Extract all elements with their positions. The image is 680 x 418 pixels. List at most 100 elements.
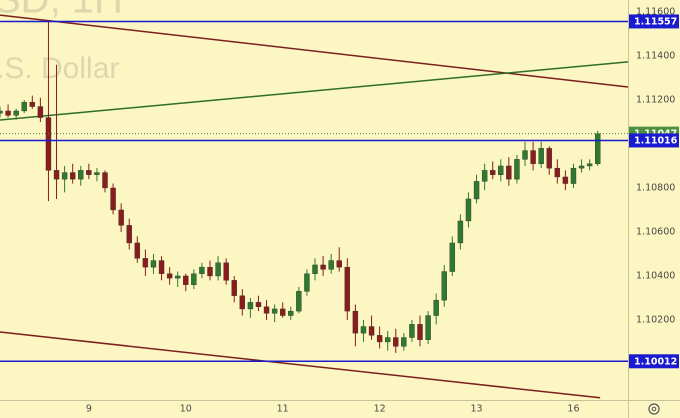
candle-body <box>166 273 173 279</box>
candle-body <box>288 310 294 316</box>
candle-body <box>304 273 310 292</box>
candle-body <box>247 302 254 310</box>
candle-body <box>506 165 512 180</box>
candle-body <box>296 291 302 312</box>
candle-body <box>21 101 27 112</box>
candle-body <box>562 176 569 184</box>
candle-body <box>393 337 399 347</box>
candle-body <box>37 106 44 118</box>
watermark-name: .S. Dollar <box>0 52 119 85</box>
price-label: 1.10012 <box>634 356 677 367</box>
candle-body <box>134 242 141 259</box>
candle-body <box>207 266 213 277</box>
candle-body <box>376 335 383 343</box>
gear-outer[interactable] <box>648 403 660 415</box>
candle-body <box>215 262 221 277</box>
candle-body <box>142 258 149 268</box>
candle-body <box>586 163 593 167</box>
candle-body <box>481 170 488 182</box>
candle-body <box>183 275 189 285</box>
candle-body <box>401 337 407 347</box>
candle-body <box>158 260 165 274</box>
candle-body <box>457 220 464 244</box>
candle-body <box>409 324 415 338</box>
candle-body <box>280 308 286 316</box>
candle-body <box>239 295 246 310</box>
candle-body <box>118 209 124 226</box>
price-label-box <box>629 354 679 369</box>
gear-inner[interactable] <box>651 406 657 412</box>
candle-body <box>150 260 157 268</box>
candle-body <box>5 110 11 116</box>
candle-body <box>263 306 270 314</box>
candle-body <box>53 170 60 180</box>
candle-body <box>312 264 318 274</box>
settings-icon[interactable] <box>648 403 660 415</box>
candle-body <box>570 167 577 184</box>
x-tick-label: 11 <box>277 404 289 415</box>
candle-body <box>110 187 116 211</box>
candle-body <box>320 264 326 270</box>
candle-body <box>425 315 431 340</box>
candle-body <box>546 148 552 169</box>
x-tick-label: 16 <box>567 404 579 415</box>
x-tick-label: 13 <box>471 404 483 415</box>
candle-body <box>271 308 278 314</box>
candle-body <box>69 172 76 180</box>
candle-body <box>441 271 447 301</box>
candle-body <box>538 148 544 164</box>
candle-body <box>94 172 100 175</box>
candle-body <box>191 273 197 285</box>
x-tick-label: 10 <box>180 404 192 415</box>
candle-body <box>490 170 496 175</box>
candle-body <box>514 159 520 180</box>
candle-body <box>336 260 342 268</box>
candle-body <box>255 302 262 307</box>
y-tick-label: 1.10200 <box>636 314 675 325</box>
candle-body <box>86 170 92 175</box>
y-tick-label: 1.10800 <box>636 182 675 193</box>
candle-body <box>433 299 439 316</box>
candle-body <box>578 165 585 169</box>
candle-body <box>522 150 528 160</box>
candle-body <box>231 280 237 296</box>
candle-body <box>473 181 480 200</box>
candle-body <box>368 326 375 336</box>
candle-body <box>102 172 108 189</box>
candle-body <box>360 326 367 334</box>
candle-body <box>29 101 36 107</box>
candle-body <box>344 266 351 312</box>
candle-body <box>352 310 359 334</box>
candle-body <box>0 110 3 114</box>
trend-line <box>0 331 601 399</box>
candle-body <box>554 167 561 178</box>
candle-body <box>530 150 536 164</box>
candle-body <box>61 172 68 180</box>
candle-body <box>223 262 229 281</box>
candle-body <box>328 260 334 270</box>
candle-body <box>45 117 52 171</box>
candle-body <box>78 170 84 180</box>
price-label: 1.11557 <box>634 16 677 27</box>
trend-line <box>0 14 629 88</box>
candle-body <box>199 266 205 274</box>
candle-body <box>498 165 504 175</box>
candle-body <box>417 324 423 340</box>
candle-body <box>126 225 132 244</box>
watermark-symbol: SD, 1H <box>0 0 123 22</box>
trend-line <box>0 61 629 121</box>
y-tick-label: 1.10600 <box>636 226 675 237</box>
price-label: 1.11016 <box>634 135 678 146</box>
candle-body <box>449 242 456 272</box>
candle-body <box>174 275 181 279</box>
x-tick-label: 12 <box>374 404 386 415</box>
price-label-box <box>629 14 679 29</box>
y-tick-label: 1.11600 <box>636 6 675 17</box>
candle-body <box>465 198 472 222</box>
candle-body <box>385 337 391 343</box>
price-label-box <box>629 133 679 148</box>
y-tick-label: 1.10400 <box>636 270 675 281</box>
x-tick-label: 9 <box>86 404 92 415</box>
y-tick-label: 1.11400 <box>636 50 675 61</box>
